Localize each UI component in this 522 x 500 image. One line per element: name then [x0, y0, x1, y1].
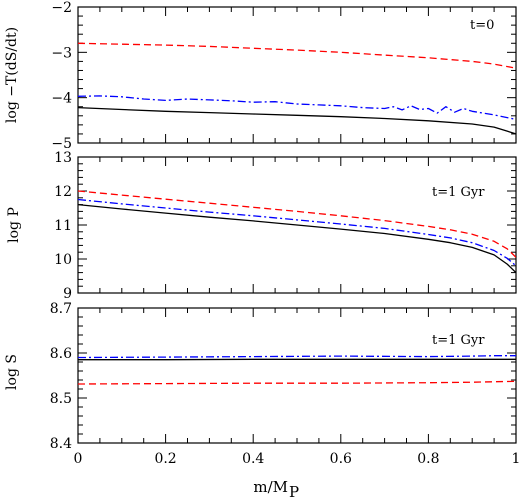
y-tick-label: 9 [63, 286, 72, 302]
y-axis-label: log P [6, 207, 22, 243]
y-tick-label: 10 [54, 252, 72, 268]
y-tick-label: −5 [51, 136, 72, 152]
y-tick-label: 8.6 [50, 346, 72, 362]
series-group [78, 190, 516, 274]
x-tick-label: 0.8 [417, 451, 439, 467]
x-tick-label: 0.4 [242, 451, 264, 467]
panel-label: t=0 [470, 18, 494, 33]
panel-3: 8.4 8.5 8.6 8.7 0 0.2 0.4 0.6 0.8 1 log S t=1 Gyr [4, 301, 520, 467]
y-tick-label: 8.4 [50, 436, 72, 452]
y-tick-label: −3 [51, 45, 72, 61]
panel-2: 9 10 11 12 13 log P t=1 Gyr [6, 150, 517, 302]
series-line-dashed [78, 42, 516, 69]
y-tick-label: 8.7 [50, 301, 72, 317]
y-tick-label: −4 [51, 91, 72, 107]
x-axis-label: m/M [253, 478, 288, 496]
y-axis-label: log −T(dS/dt) [4, 27, 20, 123]
x-axis-title: m/M P [253, 478, 299, 500]
y-axis-label: log S [4, 354, 20, 390]
series-line-dashed [78, 190, 516, 258]
y-tick-label: 12 [54, 184, 72, 200]
y-tick-label: 11 [54, 218, 72, 234]
plot-frame [77, 307, 517, 444]
panel-1: −5 −4 −3 −2 log −T(dS/dt) t=0 [4, 0, 517, 152]
series-group [78, 355, 516, 385]
x-axis-label-subscript: P [289, 483, 299, 500]
y-tick-label: 13 [54, 150, 72, 166]
series-line-dashed [78, 380, 516, 385]
panel-label: t=1 Gyr [432, 333, 485, 348]
series-line-dashdot [78, 355, 516, 359]
x-tick-label: 0.2 [154, 451, 176, 467]
series-group [78, 42, 516, 135]
x-tick-label: 0 [74, 451, 83, 467]
series-line-dashdot [78, 198, 516, 267]
series-line-solid [78, 203, 516, 274]
series-line-solid [78, 106, 516, 135]
panel-label: t=1 Gyr [432, 185, 485, 200]
x-tick-label: 0.6 [330, 451, 352, 467]
y-tick-label: −2 [51, 0, 72, 16]
x-tick-label: 1 [512, 451, 521, 467]
y-tick-label: 8.5 [50, 391, 72, 407]
